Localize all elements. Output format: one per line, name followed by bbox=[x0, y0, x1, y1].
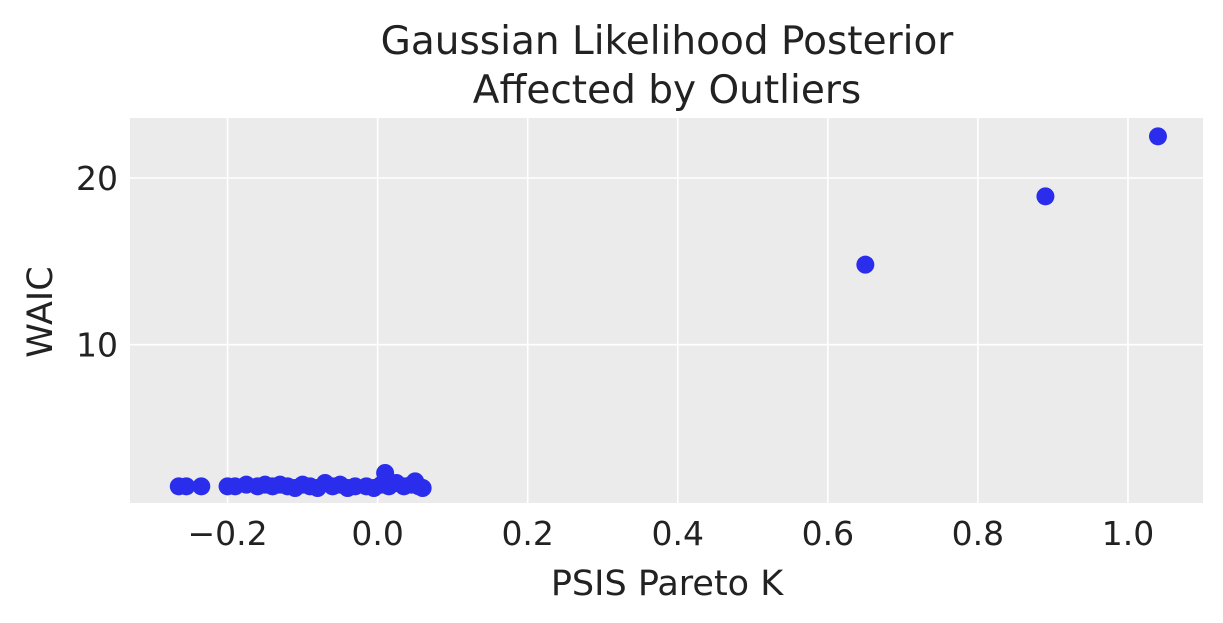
y-axis-label: WAIC bbox=[21, 266, 61, 357]
data-points bbox=[169, 127, 1167, 497]
data-point bbox=[1036, 187, 1055, 206]
x-tick-label: 0.8 bbox=[952, 514, 1004, 553]
data-point bbox=[856, 255, 875, 274]
chart-title-line-1: Gaussian Likelihood Posterior bbox=[381, 19, 955, 64]
y-tick-label: 10 bbox=[76, 326, 118, 365]
x-tick-label: 0.2 bbox=[501, 514, 553, 553]
data-point bbox=[177, 477, 196, 496]
data-point bbox=[1148, 127, 1167, 146]
data-point bbox=[413, 479, 432, 497]
x-axis-label: PSIS Pareto K bbox=[551, 564, 784, 604]
x-tick-label: 1.0 bbox=[1102, 514, 1154, 553]
x-tick-label: −0.2 bbox=[187, 514, 267, 553]
x-tick-label: 0.6 bbox=[802, 514, 854, 553]
y-tick-label: 20 bbox=[76, 159, 118, 198]
grid-lines bbox=[130, 118, 1203, 503]
plot-area bbox=[130, 118, 1203, 503]
tick-labels: −0.2 0.0 0.2 0.4 0.6 0.8 1.0 10 20 bbox=[76, 159, 1154, 553]
data-point bbox=[192, 477, 211, 496]
x-tick-label: 0.0 bbox=[351, 514, 403, 553]
x-tick-label: 0.4 bbox=[652, 514, 704, 553]
chart-title-line-2: Affected by Outliers bbox=[473, 68, 861, 113]
